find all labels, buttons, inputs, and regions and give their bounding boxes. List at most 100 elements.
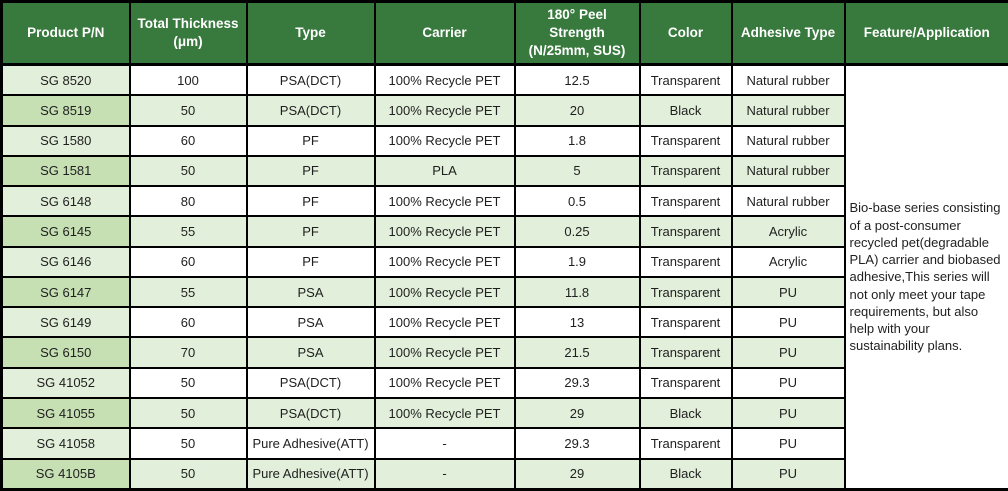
feature-application-cell: Bio-base series consisting of a post-con… (843, 63, 1008, 491)
product-pn-cell: SG 8519 (0, 94, 131, 127)
product-pn-cell: SG 41055 (0, 396, 131, 430)
peel-strength-cell: 13 (513, 306, 641, 339)
thickness-cell: 50 (128, 457, 248, 491)
thickness-cell: 50 (128, 94, 248, 127)
peel-strength-cell: 29 (513, 457, 641, 491)
table-row: SG 8519 50 PSA(DCT) 100% Recycle PET 20 Black… (0, 94, 1008, 127)
table-row: SG 6149 60 PSA 100% Recycle PET 13 Transparen… (0, 306, 1008, 339)
color-cell: Transparent (638, 63, 733, 97)
table-row: SG 1580 60 PF 100% Recycle PET 1.8 Transparen… (0, 124, 1008, 157)
thickness-cell: 70 (128, 336, 248, 369)
carrier-cell: 100% Recycle PET (373, 185, 516, 218)
peel-strength-cell: 11.8 (513, 275, 641, 309)
header-type: Type (245, 0, 376, 66)
product-pn-cell: SG 6148 (0, 185, 131, 218)
table-row: SG 41058 50 Pure Adhesive(ATT) -29.3 Transpa… (0, 427, 1008, 460)
color-cell: Transparent (638, 427, 733, 460)
type-cell: PF (245, 245, 376, 278)
thickness-cell: 80 (128, 185, 248, 218)
product-pn-cell: SG 6146 (0, 245, 131, 278)
table-row: SG 6148 80 PF 100% Recycle PET 0.5 Transparen… (0, 185, 1008, 218)
table-body: SG 8520 100 PSA(DCT) 100% Recycle PET 12.5 Tr… (0, 63, 1008, 491)
color-cell: Transparent (638, 366, 733, 399)
carrier-cell: 100% Recycle PET (373, 245, 516, 278)
adhesive-type-cell: Natural rubber (730, 185, 846, 218)
product-pn-cell: SG 6147 (0, 275, 131, 309)
product-pn-cell: SG 1580 (0, 124, 131, 157)
adhesive-type-cell: PU (730, 275, 846, 309)
color-cell: Transparent (638, 154, 733, 188)
table-row: SG 6150 70 PSA 100% Recycle PET 21.5 Transpar… (0, 336, 1008, 369)
color-cell: Black (638, 94, 733, 127)
thickness-cell: 60 (128, 124, 248, 157)
table-row: SG 41052 50 PSA(DCT) 100% Recycle PET 29.3 Tr… (0, 366, 1008, 399)
product-pn-cell: SG 41052 (0, 366, 131, 399)
header-row: Product P/N Total Thickness (μm) Type Ca… (0, 0, 1008, 66)
type-cell: PSA(DCT) (245, 63, 376, 97)
peel-strength-cell: 0.25 (513, 215, 641, 248)
table-row: SG 6146 60 PF 100% Recycle PET 1.9 Transparen… (0, 245, 1008, 278)
adhesive-type-cell: PU (730, 427, 846, 460)
header-product-pn: Product P/N (0, 0, 131, 66)
color-cell: Transparent (638, 215, 733, 248)
peel-strength-cell: 29 (513, 396, 641, 430)
product-pn-cell: SG 6150 (0, 336, 131, 369)
type-cell: PSA(DCT) (245, 396, 376, 430)
header-carrier: Carrier (373, 0, 516, 66)
header-adhesive-type: Adhesive Type (730, 0, 846, 66)
adhesive-type-cell: Acrylic (730, 215, 846, 248)
product-pn-cell: SG 4105B (0, 457, 131, 491)
peel-strength-cell: 21.5 (513, 336, 641, 369)
adhesive-type-cell: Natural rubber (730, 94, 846, 127)
thickness-cell: 55 (128, 215, 248, 248)
product-pn-cell: SG 6145 (0, 215, 131, 248)
adhesive-type-cell: PU (730, 306, 846, 339)
carrier-cell: 100% Recycle PET (373, 275, 516, 309)
carrier-cell: 100% Recycle PET (373, 63, 516, 97)
type-cell: PSA (245, 306, 376, 339)
header-feature-application: Feature/Application (843, 0, 1008, 66)
carrier-cell: 100% Recycle PET (373, 124, 516, 157)
product-pn-cell: SG 41058 (0, 427, 131, 460)
type-cell: PF (245, 185, 376, 218)
carrier-cell: 100% Recycle PET (373, 396, 516, 430)
carrier-cell: 100% Recycle PET (373, 215, 516, 248)
color-cell: Transparent (638, 185, 733, 218)
color-cell: Transparent (638, 245, 733, 278)
peel-strength-cell: 0.5 (513, 185, 641, 218)
peel-strength-cell: 20 (513, 94, 641, 127)
color-cell: Transparent (638, 124, 733, 157)
table-row: SG 41055 50 PSA(DCT) 100% Recycle PET 29 Blac… (0, 396, 1008, 430)
type-cell: Pure Adhesive(ATT) (245, 427, 376, 460)
color-cell: Transparent (638, 306, 733, 339)
carrier-cell: 100% Recycle PET (373, 336, 516, 369)
peel-strength-cell: 5 (513, 154, 641, 188)
type-cell: Pure Adhesive(ATT) (245, 457, 376, 491)
peel-strength-cell: 1.8 (513, 124, 641, 157)
adhesive-type-cell: PU (730, 457, 846, 491)
thickness-cell: 50 (128, 366, 248, 399)
color-cell: Black (638, 457, 733, 491)
color-cell: Black (638, 396, 733, 430)
adhesive-type-cell: PU (730, 336, 846, 369)
adhesive-type-cell: Natural rubber (730, 124, 846, 157)
peel-strength-cell: 1.9 (513, 245, 641, 278)
adhesive-type-cell: Acrylic (730, 245, 846, 278)
thickness-cell: 60 (128, 245, 248, 278)
adhesive-type-cell: PU (730, 396, 846, 430)
adhesive-type-cell: Natural rubber (730, 154, 846, 188)
thickness-cell: 50 (128, 427, 248, 460)
table-row: SG 6147 55 PSA 100% Recycle PET 11.8 Transpar… (0, 275, 1008, 309)
thickness-cell: 50 (128, 154, 248, 188)
header-color: Color (638, 0, 733, 66)
type-cell: PSA (245, 275, 376, 309)
table-row: SG 1581 50 PF PLA 5 Transparent Natural rubber (0, 154, 1008, 188)
table-row: SG 8520 100 PSA(DCT) 100% Recycle PET 12.5 Tr… (0, 63, 1008, 491)
color-cell: Transparent (638, 275, 733, 309)
product-pn-cell: SG 1581 (0, 154, 131, 188)
product-pn-cell: SG 8520 (0, 63, 131, 97)
carrier-cell: 100% Recycle PET (373, 366, 516, 399)
thickness-cell: 55 (128, 275, 248, 309)
type-cell: PF (245, 215, 376, 248)
type-cell: PF (245, 124, 376, 157)
